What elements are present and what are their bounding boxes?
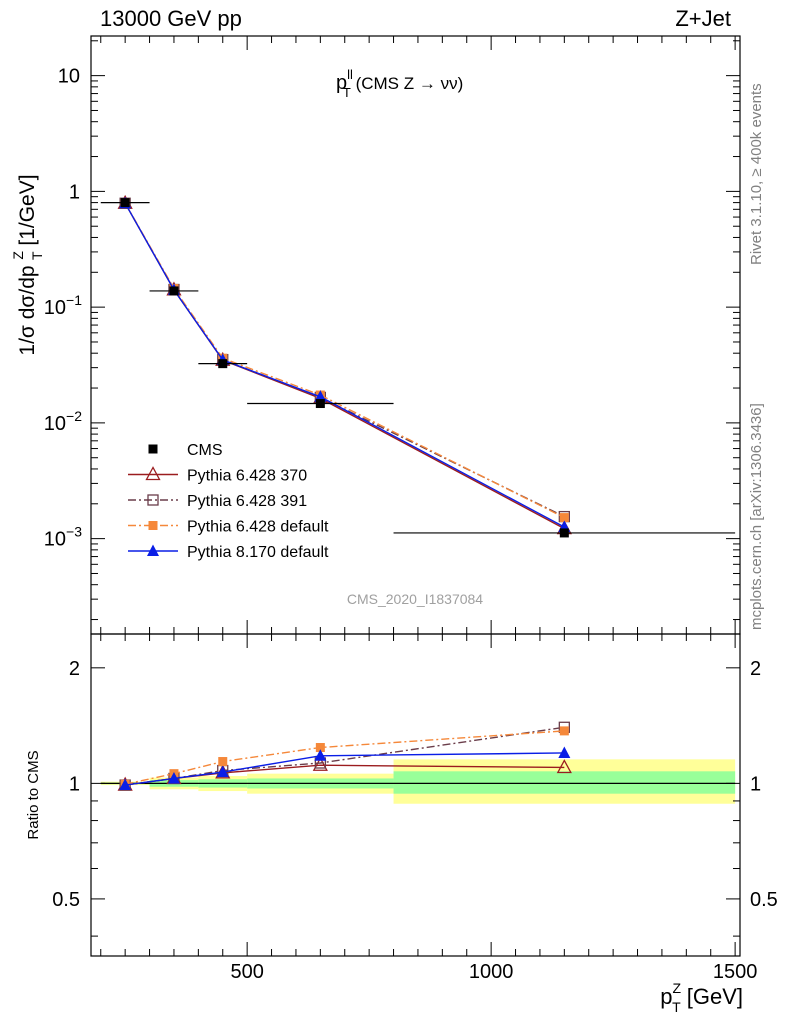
ratio-y-tick-label-right: 0.5: [750, 889, 778, 911]
legend-marker: [148, 444, 158, 454]
tick-exponent: −3: [66, 524, 82, 540]
ratio-point: [315, 743, 325, 753]
main-y-tick-label: 10−3: [44, 524, 82, 551]
ratio-y-tick-label-left: 0.5: [52, 889, 80, 911]
ratio-point: [167, 771, 180, 784]
tick-exponent: −1: [66, 292, 82, 308]
ratio-point: [556, 759, 572, 774]
ratio-panel: 0.5 0.5 1 1 2 2 500 1000 1500 Ratio to CMS pZ T …: [25, 633, 778, 1015]
ratio-y-ticks: 0.5 0.5 1 1 2 2: [52, 658, 778, 937]
legend-label: Pythia 6.428 370: [187, 468, 307, 485]
ratio-y-tick-label-left: 1: [69, 773, 80, 795]
legend-entry: Pythia 6.428 default: [128, 519, 329, 536]
cms-point: [120, 198, 130, 208]
tick-base: 10: [58, 66, 80, 88]
legend-label: Pythia 8.170 default: [187, 544, 329, 561]
title-superscript: ll: [347, 67, 353, 82]
cms-point: [218, 359, 228, 369]
ratio-y-axis-label: Ratio to CMS: [25, 750, 42, 839]
legend-entry: Pythia 6.428 391: [128, 493, 307, 510]
legend-label: Pythia 6.428 391: [187, 493, 307, 510]
ylabel-rest: [1/GeV]: [16, 174, 39, 251]
main-y-tick-label: 10: [58, 66, 80, 88]
xlabel-symbol: p: [660, 984, 672, 1009]
title-symbol: p: [336, 72, 347, 94]
ratio-point: [218, 757, 228, 767]
x-tick-label: 1000: [469, 961, 514, 983]
title-rest: (CMS Z → νν): [351, 74, 463, 93]
ratio-point: [216, 765, 229, 778]
main-y-tick-label: 10−2: [44, 408, 82, 435]
tick-base: 1: [69, 181, 80, 203]
ratio-x-ticks: 500 1000 1500: [100, 634, 758, 983]
rivet-label: Rivet 3.1.10, ≥ 400k events: [748, 83, 765, 265]
green-band: [393, 771, 736, 794]
ratio-point: [314, 749, 327, 761]
data-point: [314, 390, 327, 402]
legend-marker: [147, 494, 159, 506]
main-series: [100, 194, 736, 538]
legend-marker: [147, 544, 159, 556]
collision-label: 13000 GeV pp: [100, 6, 242, 31]
plot-title: pll T (CMS Z → νν): [336, 67, 463, 100]
x-tick-label: 500: [230, 961, 263, 983]
tick-exponent: −2: [66, 408, 82, 424]
tick-base: 10: [44, 529, 66, 551]
data-point: [559, 513, 569, 523]
ratio-series-pythia-8-170-default: [119, 746, 571, 791]
ratio-frame: [90, 633, 741, 957]
ylabel-superscript: Z: [10, 251, 26, 260]
ratio-point: [312, 756, 328, 771]
ratio-y-tick-label-left: 2: [69, 658, 80, 680]
legend-marker: [148, 521, 158, 530]
ratio-point: [558, 746, 571, 758]
main-x-ticks: [100, 36, 736, 634]
main-y-tick-label: 1: [69, 181, 80, 203]
main-ylabel-text: 1/σ dσ/dp: [16, 265, 39, 355]
mcplots-label: mcplots.cern.ch [arXiv:1306.3436]: [748, 403, 765, 630]
legend-label: CMS: [187, 442, 223, 459]
xlabel-rest: [GeV]: [681, 984, 743, 1009]
main-y-tick-label: 10−1: [44, 292, 82, 319]
x-tick-label: 1500: [713, 961, 758, 983]
series-cms: [100, 198, 736, 538]
ratio-point: [119, 778, 132, 791]
title-subscript: T: [343, 85, 351, 100]
ratio-series: [117, 721, 572, 791]
x-axis-label: pZ T [GeV]: [660, 980, 743, 1015]
legend: CMS Pythia 6.428 370 Pythia 6.428 391 Pythi…: [128, 442, 329, 561]
process-label: Z+Jet: [675, 6, 731, 31]
tick-base: 10: [44, 297, 66, 319]
legend-entry: Pythia 8.170 default: [128, 544, 329, 561]
legend-entry: Pythia 6.428 370: [128, 466, 307, 485]
legend-label: Pythia 6.428 default: [187, 519, 329, 536]
cms-point: [315, 399, 325, 409]
ratio-y-tick-label-right: 1: [750, 773, 761, 795]
cms-point: [559, 528, 569, 538]
cms-point: [169, 286, 179, 296]
xlabel-superscript: Z: [673, 980, 682, 996]
legend-entry: CMS: [148, 442, 223, 459]
legend-marker: [145, 466, 161, 481]
ratio-point: [559, 726, 569, 736]
ylabel-subscript: T: [29, 251, 45, 260]
xlabel-subscript: T: [672, 999, 681, 1015]
analysis-id: CMS_2020_I1837084: [347, 591, 483, 607]
ratio-y-tick-label-right: 2: [750, 658, 761, 680]
tick-base: 10: [44, 413, 66, 435]
